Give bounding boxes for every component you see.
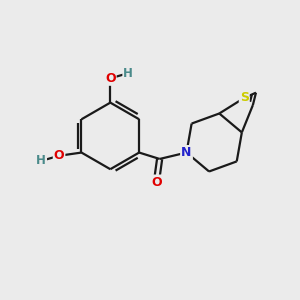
Text: N: N [181, 146, 192, 159]
Text: O: O [151, 176, 162, 188]
Text: N: N [181, 146, 192, 159]
Text: H: H [123, 67, 133, 80]
Text: S: S [240, 92, 249, 104]
Text: O: O [54, 149, 64, 162]
Text: H: H [36, 154, 46, 167]
Text: O: O [105, 72, 116, 85]
